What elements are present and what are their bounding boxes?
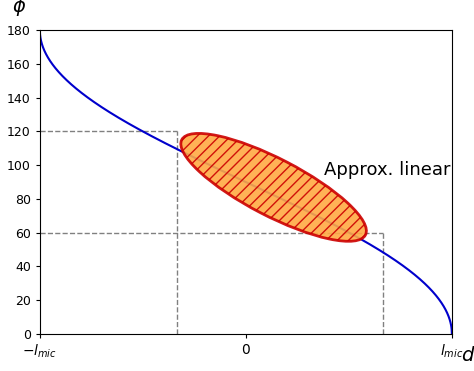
Text: Approx. linear: Approx. linear: [324, 161, 451, 179]
Y-axis label: $\phi$: $\phi$: [12, 0, 27, 18]
Ellipse shape: [181, 134, 366, 241]
X-axis label: $d$: $d$: [461, 346, 474, 365]
